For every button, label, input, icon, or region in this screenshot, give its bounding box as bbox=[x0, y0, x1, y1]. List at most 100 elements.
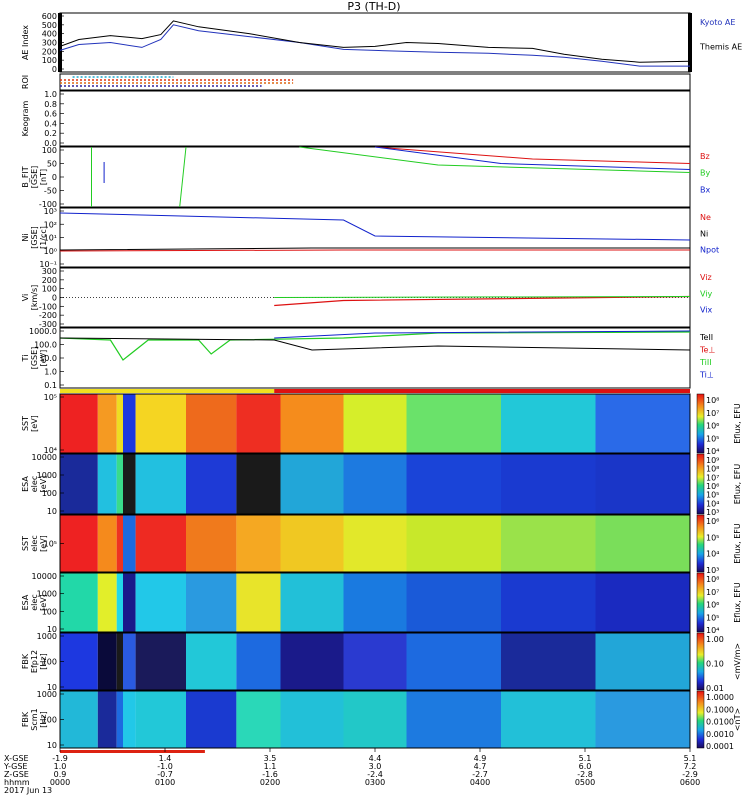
footer-x-gse: 5.1 bbox=[579, 754, 592, 763]
axis-bar bbox=[58, 13, 62, 72]
heatmap-band bbox=[280, 394, 344, 453]
panel-ylabel: [GSE] bbox=[30, 166, 39, 189]
panel-ylabel: [eV] bbox=[30, 415, 39, 432]
footer-z-gse: -2.4 bbox=[367, 770, 383, 779]
y-tick-label: 10 bbox=[47, 625, 57, 634]
legend-entry: Viz bbox=[700, 273, 712, 282]
series-line-tiperp bbox=[274, 330, 691, 339]
panel-frame bbox=[59, 207, 691, 268]
footer-y-gse: 1.1 bbox=[264, 762, 277, 771]
footer-row-label: hhmm bbox=[4, 778, 30, 787]
y-tick-label: 100 bbox=[42, 658, 57, 667]
heatmap-band bbox=[97, 633, 117, 690]
colorbar-label: <mV/m> bbox=[733, 643, 742, 680]
heatmap-band bbox=[60, 515, 98, 572]
colorbar-tick: 10⁴ bbox=[706, 447, 719, 456]
legend-entry: Te⊥ bbox=[699, 346, 715, 355]
panel-ylabel: ESA bbox=[21, 594, 30, 610]
y-tick-label: 600 bbox=[42, 12, 57, 21]
panel-frame bbox=[59, 393, 691, 454]
heatmap-band bbox=[280, 633, 344, 690]
colorbar bbox=[696, 632, 705, 691]
y-tick-label: -100 bbox=[39, 200, 57, 209]
panel-ylabel: [GSE] bbox=[30, 226, 39, 249]
colorbar-tick: 10⁸ bbox=[706, 575, 719, 584]
colorbar-tick: 10⁹ bbox=[706, 456, 719, 465]
heatmap-band bbox=[135, 515, 186, 572]
colorbar-tick: 10⁴ bbox=[706, 626, 719, 635]
heatmap-band bbox=[97, 515, 117, 572]
y-tick-label: 1.0 bbox=[44, 368, 57, 377]
heatmap-band bbox=[236, 394, 281, 453]
colorbar-tick: 0.01 bbox=[706, 684, 724, 693]
panel-ylabel: [eV] bbox=[39, 594, 48, 611]
heatmap-band bbox=[116, 633, 123, 690]
legend-entry: Ti⊥ bbox=[699, 371, 714, 380]
y-tick-label: 10000 bbox=[32, 453, 57, 462]
y-tick-label: -200 bbox=[39, 311, 57, 320]
colorbar-tick: 10⁶ bbox=[706, 517, 719, 526]
panel-frame bbox=[59, 453, 691, 515]
y-tick-label: 200 bbox=[42, 47, 57, 56]
region-bar bbox=[60, 389, 275, 393]
footer-row-label: Z-GSE bbox=[4, 770, 29, 779]
y-tick-label: 100 bbox=[42, 607, 57, 616]
legend-entry: Npot bbox=[700, 246, 719, 255]
colorbar-tick: 10⁵ bbox=[706, 613, 719, 622]
footer-hhmm: 0000 bbox=[50, 778, 70, 787]
footer-y-gse: 3.0 bbox=[369, 762, 382, 771]
footer-y-gse: 6.0 bbox=[579, 762, 592, 771]
heatmap-band bbox=[60, 454, 98, 514]
y-tick-label: 10000 bbox=[32, 572, 57, 581]
heatmap-band bbox=[501, 691, 596, 748]
panel-7: Ti [GSE] [eV] 1000.0 100.0 10.0 1.0 0.1 TeII Te⊥ T… bbox=[21, 327, 715, 390]
panel-ylabel: [eV] bbox=[39, 350, 48, 367]
heatmap-band bbox=[595, 633, 690, 690]
footer-row-label: X-GSE bbox=[4, 754, 29, 763]
heatmap-band bbox=[501, 394, 596, 453]
panel-2: ROI bbox=[21, 73, 691, 91]
footer-x-gse: 4.9 bbox=[474, 754, 487, 763]
heatmap-band bbox=[595, 691, 690, 748]
panel-ylabel: ESA bbox=[21, 476, 30, 492]
y-tick-label: 0 bbox=[52, 294, 57, 303]
heatmap-band bbox=[123, 515, 136, 572]
footer-hhmm: 0200 bbox=[260, 778, 280, 787]
y-tick-label: -300 bbox=[39, 320, 57, 329]
y-tick-label: 100 bbox=[42, 146, 57, 155]
legend-entry: TiII bbox=[699, 358, 712, 367]
heatmap-band bbox=[343, 394, 407, 453]
legend-entry: Vix bbox=[700, 306, 713, 315]
y-tick-label: 100 bbox=[42, 285, 57, 294]
colorbar bbox=[696, 393, 705, 454]
panel-8: 10⁸ 10⁷ 10⁶ 10⁵ 10⁴ Eflux, EFU SST [eV] 10⁵ 10⁴ bbox=[21, 393, 742, 456]
series-line-ni bbox=[59, 247, 690, 251]
colorbar-tick: 10⁴ bbox=[706, 550, 719, 559]
y-tick-label: 0.6 bbox=[44, 110, 57, 119]
heatmap-band bbox=[406, 633, 501, 690]
panel-ylabel: [eV] bbox=[39, 535, 48, 552]
heatmap-band bbox=[280, 515, 344, 572]
y-tick-label: 0.8 bbox=[44, 100, 57, 109]
heatmap-band bbox=[343, 454, 407, 514]
colorbar-label: <nT> bbox=[733, 708, 742, 731]
colorbar bbox=[696, 514, 705, 573]
heatmap-band bbox=[116, 394, 123, 453]
heatmap-band bbox=[343, 633, 407, 690]
panel-ylabel: [nT] bbox=[39, 169, 48, 185]
heatmap-band bbox=[186, 394, 237, 453]
footer-z-gse: -2.7 bbox=[472, 770, 488, 779]
series-line-tepar bbox=[59, 337, 691, 351]
footer-z-gse: -1.6 bbox=[262, 770, 278, 779]
heatmap-band bbox=[116, 454, 123, 514]
heatmap-band bbox=[97, 573, 117, 632]
series-line-bz bbox=[374, 146, 691, 164]
panel-ylabel: ROI bbox=[21, 75, 30, 89]
panel-ylabel: Keogram bbox=[21, 100, 30, 136]
series-line-themis-ae bbox=[59, 20, 691, 63]
heatmap-band bbox=[501, 633, 596, 690]
heatmap-band bbox=[236, 454, 281, 514]
colorbar-tick: 0.1000 bbox=[706, 705, 734, 714]
